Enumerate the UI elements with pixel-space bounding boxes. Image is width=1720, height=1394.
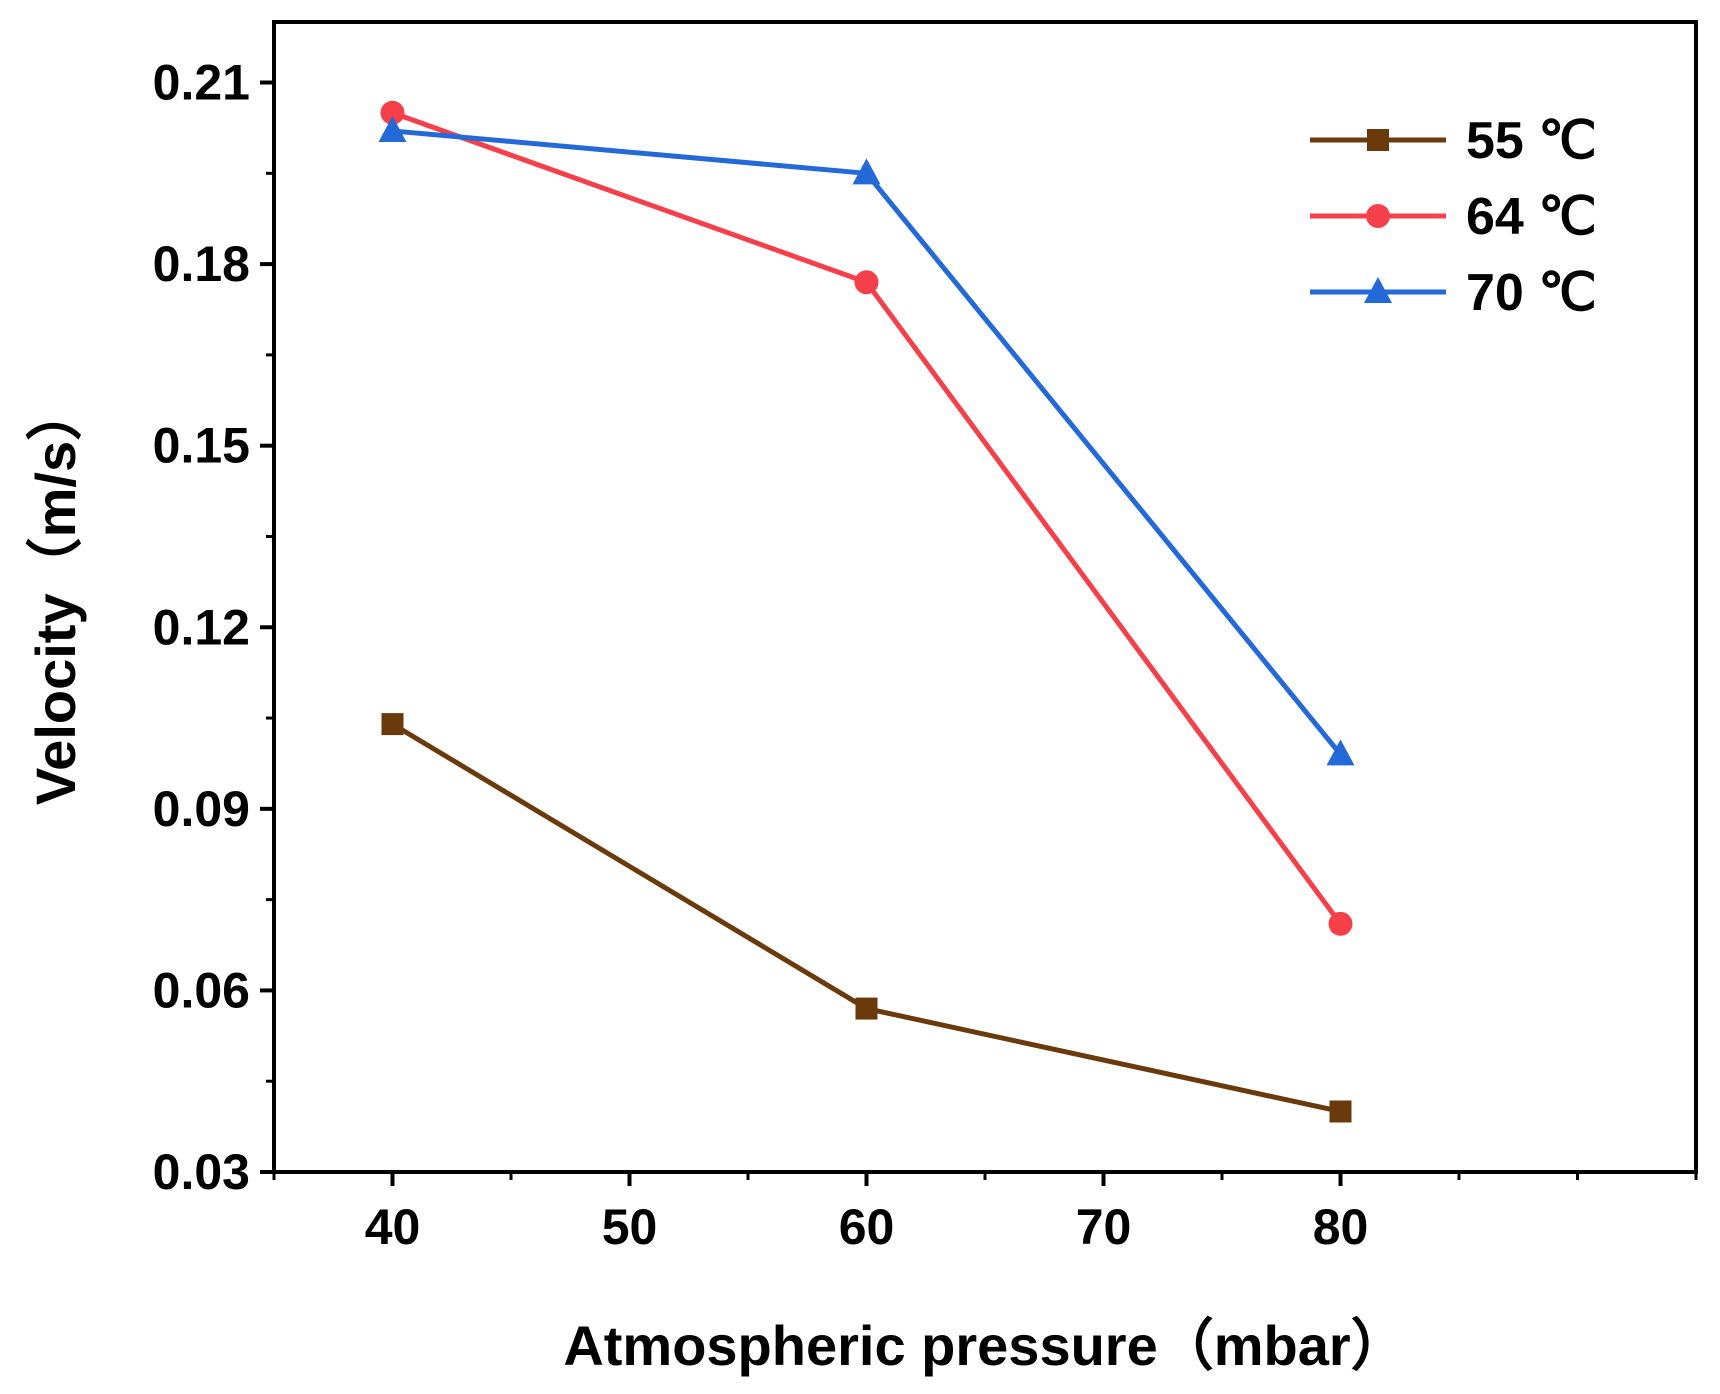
series-2	[378, 115, 1355, 766]
x-axis-title: Atmospheric pressure（mbar）	[563, 1314, 1406, 1377]
data-point	[1326, 739, 1355, 766]
series-1	[380, 100, 1353, 936]
y-tick-label: 0.06	[153, 962, 250, 1018]
legend: 55 ℃ 64 ℃ 70 ℃	[1310, 112, 1597, 322]
y-tick-label: 0.15	[153, 418, 250, 474]
x-tick-label: 40	[365, 1199, 421, 1255]
series-0	[381, 713, 1352, 1123]
legend-item: 70 ℃	[1310, 264, 1597, 322]
data-point	[380, 100, 405, 125]
legend-item: 55 ℃	[1310, 112, 1597, 170]
series-group	[378, 100, 1355, 1123]
data-point	[852, 158, 881, 185]
series-line	[392, 128, 1343, 756]
data-point	[854, 270, 879, 295]
data-point	[1329, 1100, 1352, 1123]
series-line	[391, 721, 1342, 1114]
data-point	[381, 713, 404, 736]
x-tick-label: 50	[602, 1199, 658, 1255]
legend-label: 64 ℃	[1466, 188, 1597, 246]
legend-marker	[1367, 129, 1389, 151]
legend-marker	[1364, 277, 1392, 303]
legend-label: 70 ℃	[1466, 264, 1597, 322]
y-tick-label: 0.09	[153, 781, 250, 837]
x-tick-label: 70	[1076, 1199, 1132, 1255]
x-tick-label: 60	[839, 1199, 895, 1255]
series-line	[391, 110, 1343, 926]
y-axis-title: Velocity（m/s）	[24, 385, 87, 805]
data-point	[855, 997, 878, 1020]
legend-item: 64 ℃	[1310, 188, 1597, 246]
y-tick-label: 0.03	[153, 1144, 250, 1200]
data-point	[378, 115, 407, 142]
y-tick-label: 0.18	[153, 236, 250, 292]
data-point	[1328, 911, 1353, 936]
x-tick-label: 80	[1313, 1199, 1369, 1255]
y-tick-label: 0.21	[153, 55, 250, 111]
axis-ticks: 40 50 60 70 80 0.03 0.06 0.09 0.12 0.15 0.18 0.21	[153, 55, 1698, 1255]
legend-marker	[1366, 204, 1390, 228]
y-tick-label: 0.12	[153, 599, 250, 655]
legend-label: 55 ℃	[1466, 112, 1597, 170]
